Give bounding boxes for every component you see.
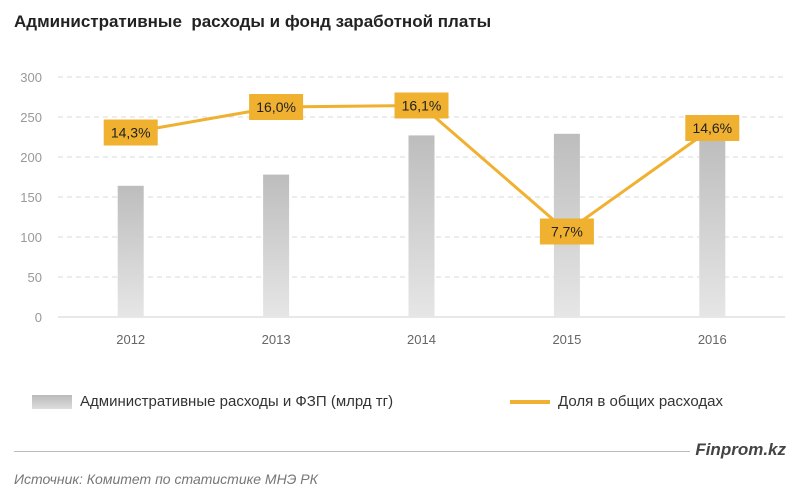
x-tick-label: 2016 bbox=[698, 332, 727, 347]
x-tick-label: 2014 bbox=[407, 332, 436, 347]
source-note: Источник: Комитет по статистике МНЭ РК bbox=[14, 471, 318, 487]
y-tick-label: 300 bbox=[20, 70, 42, 85]
legend-swatch-bar bbox=[32, 394, 72, 409]
y-tick-label: 100 bbox=[20, 230, 42, 245]
legend-label: Доля в общих расходах bbox=[558, 393, 723, 410]
data-label-box bbox=[685, 115, 740, 141]
data-label: 14,3% bbox=[111, 125, 151, 141]
data-label-box bbox=[394, 92, 449, 119]
data-label-box bbox=[249, 94, 304, 120]
legend-swatch-line bbox=[510, 399, 550, 404]
y-tick-label: 150 bbox=[20, 190, 42, 205]
bar-2012 bbox=[117, 185, 144, 317]
chart-title: Административные расходы и фонд заработн… bbox=[14, 12, 492, 31]
chart: 0 50 100 150 200 250 300 2012 2013 2014 2015 2016 14… bbox=[20, 70, 785, 347]
legend-item-line: Доля в общих расходах bbox=[510, 393, 723, 410]
legend-item-bars: Административные расходы и ФЗП (млрд тг) bbox=[32, 393, 393, 410]
divider bbox=[14, 451, 690, 452]
data-label: 16,0% bbox=[256, 99, 296, 115]
data-label: 14,6% bbox=[692, 120, 732, 136]
brand-logo: Finprom.kz bbox=[695, 440, 786, 459]
y-tick-label: 250 bbox=[20, 110, 42, 125]
y-tick-label: 50 bbox=[28, 270, 42, 285]
x-tick-label: 2015 bbox=[552, 332, 581, 347]
data-label: 16,1% bbox=[402, 98, 442, 114]
bar-2014 bbox=[408, 135, 435, 317]
y-tick-label: 200 bbox=[20, 150, 42, 165]
data-label-box bbox=[539, 218, 594, 245]
data-label-box bbox=[103, 119, 158, 146]
y-tick-label: 0 bbox=[35, 310, 42, 325]
data-label: 7,7% bbox=[551, 224, 583, 240]
bar-2016 bbox=[699, 136, 726, 317]
x-tick-label: 2012 bbox=[116, 332, 145, 347]
legend-label: Административные расходы и ФЗП (млрд тг) bbox=[80, 393, 394, 410]
x-tick-label: 2013 bbox=[262, 332, 291, 347]
bar-2013 bbox=[263, 174, 290, 317]
